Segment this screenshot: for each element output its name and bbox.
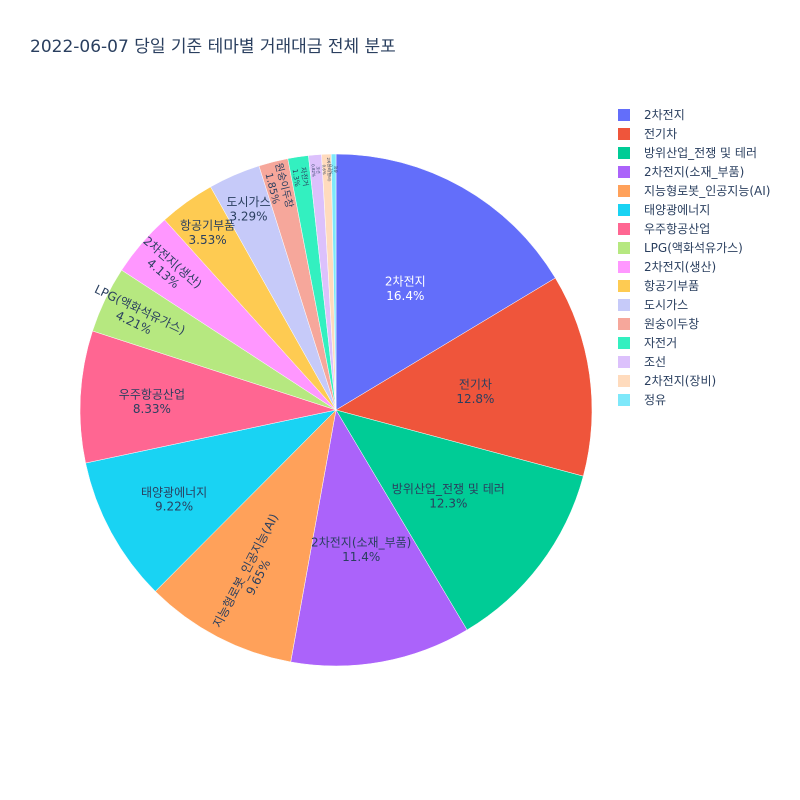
legend-item[interactable]: 태양광에너지: [618, 203, 710, 217]
legend-swatch: [618, 204, 630, 216]
legend-swatch: [618, 280, 630, 292]
legend-item[interactable]: 전기차: [618, 127, 677, 141]
legend-label: 전기차: [644, 127, 677, 141]
legend-label: 방위산업_전쟁 및 테러: [644, 146, 757, 160]
slice-label: 2차전지(장비)0.6%: [321, 157, 333, 182]
legend-label: 원숭이두창: [644, 317, 699, 331]
legend-swatch: [618, 299, 630, 311]
chart-title: 2022-06-07 당일 기준 테마별 거래대금 전체 분포: [30, 37, 396, 57]
pie-slice[interactable]: [335, 277, 593, 477]
legend-swatch: [618, 147, 630, 159]
legend-label: 태양광에너지: [644, 203, 710, 217]
legend-item[interactable]: 원숭이두창: [618, 317, 699, 331]
slice-label: 전기차 12.8%: [456, 378, 494, 406]
legend-swatch: [618, 318, 630, 330]
legend-label: 조선: [644, 355, 666, 369]
legend-item[interactable]: LPG(액화석유가스): [618, 241, 743, 255]
legend-item[interactable]: 자전거: [618, 336, 677, 350]
slice-label: 항공기부품 3.53%: [180, 218, 235, 246]
pie-slice[interactable]: [85, 409, 337, 592]
legend-label: 도시가스: [644, 298, 688, 312]
legend-label: 우주항공산업: [644, 222, 710, 236]
legend-item[interactable]: 항공기부품: [618, 279, 699, 293]
legend-swatch: [618, 375, 630, 387]
legend-swatch: [618, 356, 630, 368]
pie-slice[interactable]: [330, 153, 337, 411]
pie-slice[interactable]: [335, 153, 556, 411]
legend-label: LPG(액화석유가스): [644, 241, 743, 255]
slice-label: 도시가스 3.29%: [226, 195, 270, 223]
legend-label: 정유: [644, 393, 666, 407]
slice-label: 방위산업_전쟁 및 테러 12.3%: [392, 482, 505, 510]
slice-label: 조선0.82%: [310, 163, 322, 177]
legend-item[interactable]: 방위산업_전쟁 및 테러: [618, 146, 757, 160]
legend-swatch: [618, 242, 630, 254]
legend-item[interactable]: 지능형로봇_인공지능(AI): [618, 184, 770, 198]
legend-item[interactable]: 정유: [618, 393, 666, 407]
legend-swatch: [618, 128, 630, 140]
pie-slice[interactable]: [154, 409, 337, 663]
legend-label: 지능형로봇_인공지능(AI): [644, 184, 770, 198]
pie-slices: [79, 153, 593, 667]
pie-slice[interactable]: [79, 330, 337, 464]
slice-label: 2차전지 16.4%: [385, 275, 426, 303]
legend-swatch: [618, 109, 630, 121]
pie-slice[interactable]: [290, 409, 468, 667]
legend-item[interactable]: 도시가스: [618, 298, 688, 312]
legend-swatch: [618, 261, 630, 273]
legend-item[interactable]: 조선: [618, 355, 666, 369]
pie-slice[interactable]: [335, 409, 584, 631]
legend-item[interactable]: 2차전지(소재_부품): [618, 165, 744, 179]
legend-swatch: [618, 166, 630, 178]
legend-item[interactable]: 2차전지(장비): [618, 374, 716, 388]
legend-swatch: [618, 394, 630, 406]
legend-label: 2차전지(생산): [644, 260, 716, 274]
legend-label: 2차전지(소재_부품): [644, 165, 744, 179]
slice-label: 자전거1.3%: [290, 166, 310, 188]
legend-label: 항공기부품: [644, 279, 699, 293]
slice-label: 정유0.3%: [328, 164, 339, 174]
legend-label: 자전거: [644, 336, 677, 350]
legend-swatch: [618, 337, 630, 349]
legend-item[interactable]: 우주항공산업: [618, 222, 710, 236]
legend-swatch: [618, 185, 630, 197]
legend-label: 2차전지: [644, 108, 685, 122]
slice-label: 태양광에너지 9.22%: [141, 485, 207, 513]
legend-item[interactable]: 2차전지: [618, 108, 685, 122]
slice-label: 우주항공산업 8.33%: [119, 388, 185, 416]
legend-item[interactable]: 2차전지(생산): [618, 260, 716, 274]
legend-label: 2차전지(장비): [644, 374, 716, 388]
legend-swatch: [618, 223, 630, 235]
slice-label: 2차전지(소재_부품) 11.4%: [311, 536, 411, 564]
